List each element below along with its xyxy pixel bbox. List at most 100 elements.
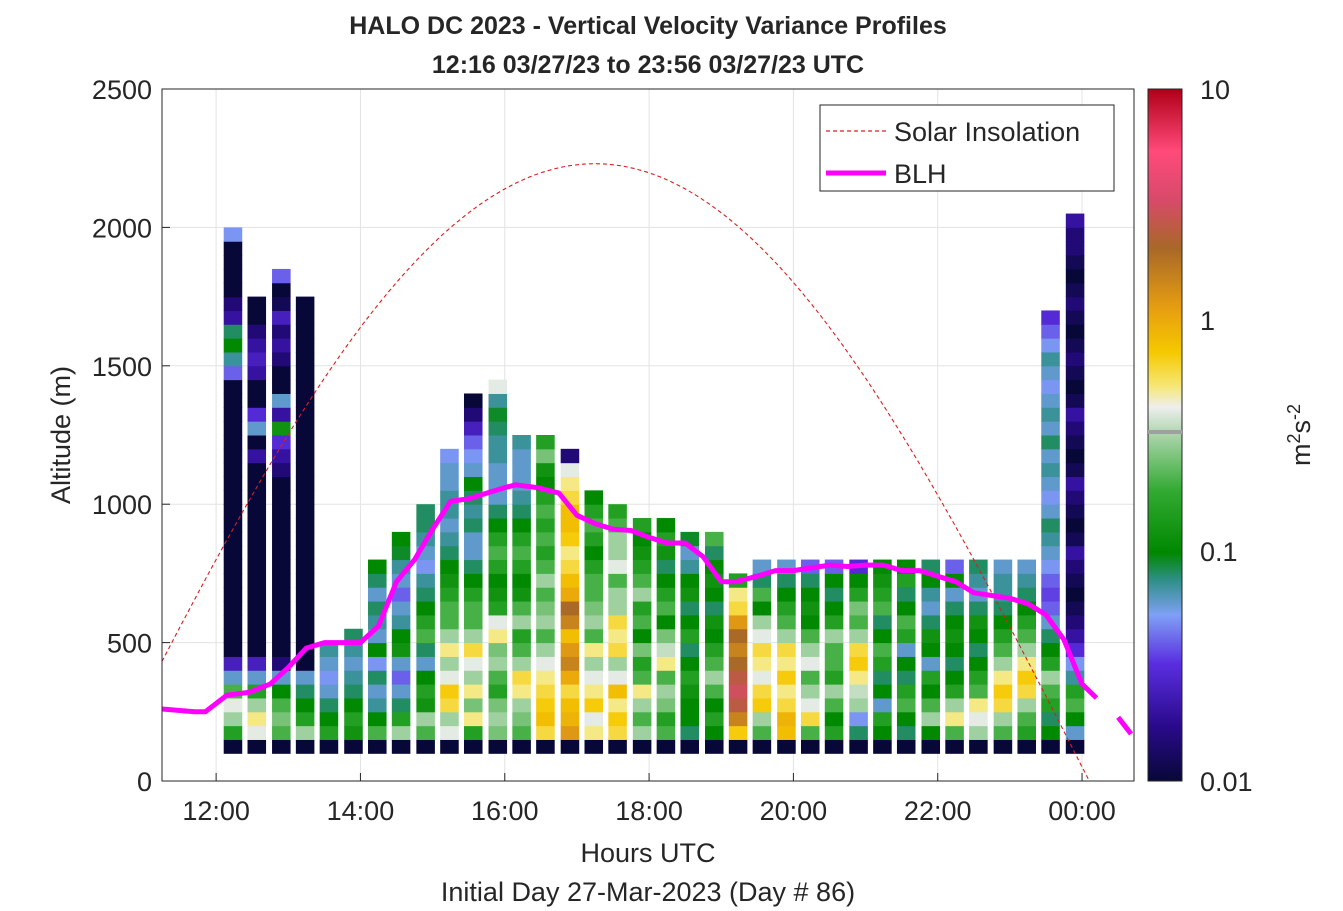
heatmap-cell xyxy=(440,587,459,602)
heatmap-cell xyxy=(1041,642,1060,657)
heatmap-cell xyxy=(344,656,363,671)
heatmap-cell xyxy=(800,628,820,644)
heatmap-cell xyxy=(223,490,243,505)
heatmap-cell xyxy=(223,282,243,298)
heatmap-cell xyxy=(705,725,724,740)
heatmap-cell xyxy=(1065,587,1085,602)
heatmap-cell xyxy=(416,725,435,740)
heatmap-cell xyxy=(945,684,964,699)
heatmap-cell xyxy=(584,684,604,699)
heatmap-cell xyxy=(1065,435,1085,450)
heatmap-cell xyxy=(536,697,555,713)
heatmap-cell xyxy=(488,490,508,505)
heatmap-cell xyxy=(728,587,748,602)
heatmap-cell xyxy=(993,559,1013,574)
heatmap-cell xyxy=(463,462,483,478)
heatmap-cell xyxy=(632,614,652,630)
heatmap-cell xyxy=(969,725,988,740)
heatmap-cell xyxy=(344,711,363,727)
heatmap-cell xyxy=(680,642,700,657)
heatmap-cell xyxy=(223,421,243,436)
legend: Solar Insolation BLH xyxy=(819,104,1115,192)
heatmap-cell xyxy=(440,545,459,561)
heatmap-cell xyxy=(223,656,243,671)
heatmap-cell xyxy=(921,697,941,713)
heatmap-cell xyxy=(896,601,916,616)
heatmap-cell xyxy=(247,338,267,353)
heatmap-cell xyxy=(272,518,291,533)
heatmap-cell xyxy=(536,587,555,602)
heatmap-cell xyxy=(800,656,820,671)
heatmap-cell xyxy=(921,587,941,602)
heatmap-cell xyxy=(921,601,941,616)
heatmap-cell xyxy=(1041,656,1060,671)
heatmap-cell xyxy=(536,684,555,699)
heatmap-cell xyxy=(752,614,772,630)
heatmap-cell xyxy=(1065,338,1085,353)
heatmap-cell xyxy=(1041,697,1060,713)
heatmap-cell xyxy=(632,518,652,533)
heatmap-cell xyxy=(969,628,988,644)
heatmap-cell xyxy=(272,393,291,408)
heatmap-cell xyxy=(247,379,267,394)
heatmap-cell xyxy=(440,601,459,616)
heatmap-cell xyxy=(488,587,508,602)
heatmap-cell xyxy=(993,670,1013,685)
heatmap-cell xyxy=(969,739,988,754)
heatmap-cell xyxy=(463,725,483,740)
heatmap-cell xyxy=(873,601,892,616)
heatmap-cell xyxy=(247,670,267,685)
heatmap-cell xyxy=(1065,628,1085,644)
heatmap-cell xyxy=(777,601,796,616)
heatmap-cell xyxy=(488,379,508,394)
x-tick-label: 12:00 xyxy=(182,796,250,826)
heatmap-cell xyxy=(272,476,291,491)
heatmap-cell xyxy=(777,711,796,727)
colorbar-label-base: m xyxy=(1286,444,1316,467)
heatmap-cell xyxy=(656,656,676,671)
heatmap-cell xyxy=(1065,697,1085,713)
heatmap-cell xyxy=(295,601,315,616)
heatmap-cell xyxy=(632,739,652,754)
heatmap-cell xyxy=(416,628,435,644)
heatmap-cell xyxy=(608,656,627,671)
heatmap-cell xyxy=(560,518,580,533)
heatmap-cell xyxy=(680,725,700,740)
heatmap-cell xyxy=(705,614,724,630)
heatmap-cell xyxy=(488,670,508,685)
heatmap-cell xyxy=(416,697,435,713)
heatmap-cell xyxy=(247,504,267,519)
heatmap-cell xyxy=(1065,282,1085,298)
heatmap-cell xyxy=(1041,670,1060,685)
heatmap-cell xyxy=(800,684,820,699)
heatmap-cell xyxy=(488,697,508,713)
heatmap-cell xyxy=(223,379,243,394)
heatmap-cell xyxy=(272,351,291,367)
heatmap-cell xyxy=(680,601,700,616)
heatmap-cell xyxy=(223,241,243,256)
heatmap-cell xyxy=(608,711,627,727)
heatmap-cell xyxy=(536,448,555,464)
heatmap-cell xyxy=(896,670,916,685)
heatmap-cell xyxy=(416,684,435,699)
heatmap-cell xyxy=(752,697,772,713)
heatmap-cell xyxy=(247,628,267,644)
heatmap-cell xyxy=(1065,711,1085,727)
heatmap-cell xyxy=(223,545,243,561)
heatmap-cell xyxy=(247,545,267,561)
colorbar-tick-1: 1 xyxy=(1200,306,1215,336)
x-tick-label: 20:00 xyxy=(760,796,828,826)
heatmap-cell xyxy=(368,573,387,588)
heatmap-cell xyxy=(295,504,315,519)
heatmap-cell xyxy=(295,324,315,339)
heatmap-cell xyxy=(247,407,267,422)
heatmap-cell xyxy=(560,531,580,547)
heatmap-cell xyxy=(896,684,916,699)
heatmap-cell xyxy=(247,393,267,408)
heatmap-cell xyxy=(777,656,796,671)
heatmap-cell xyxy=(921,642,941,657)
heatmap-cell xyxy=(608,545,627,561)
heatmap-cell xyxy=(368,725,387,740)
heatmap-cell xyxy=(849,642,868,657)
heatmap-cell xyxy=(463,587,483,602)
